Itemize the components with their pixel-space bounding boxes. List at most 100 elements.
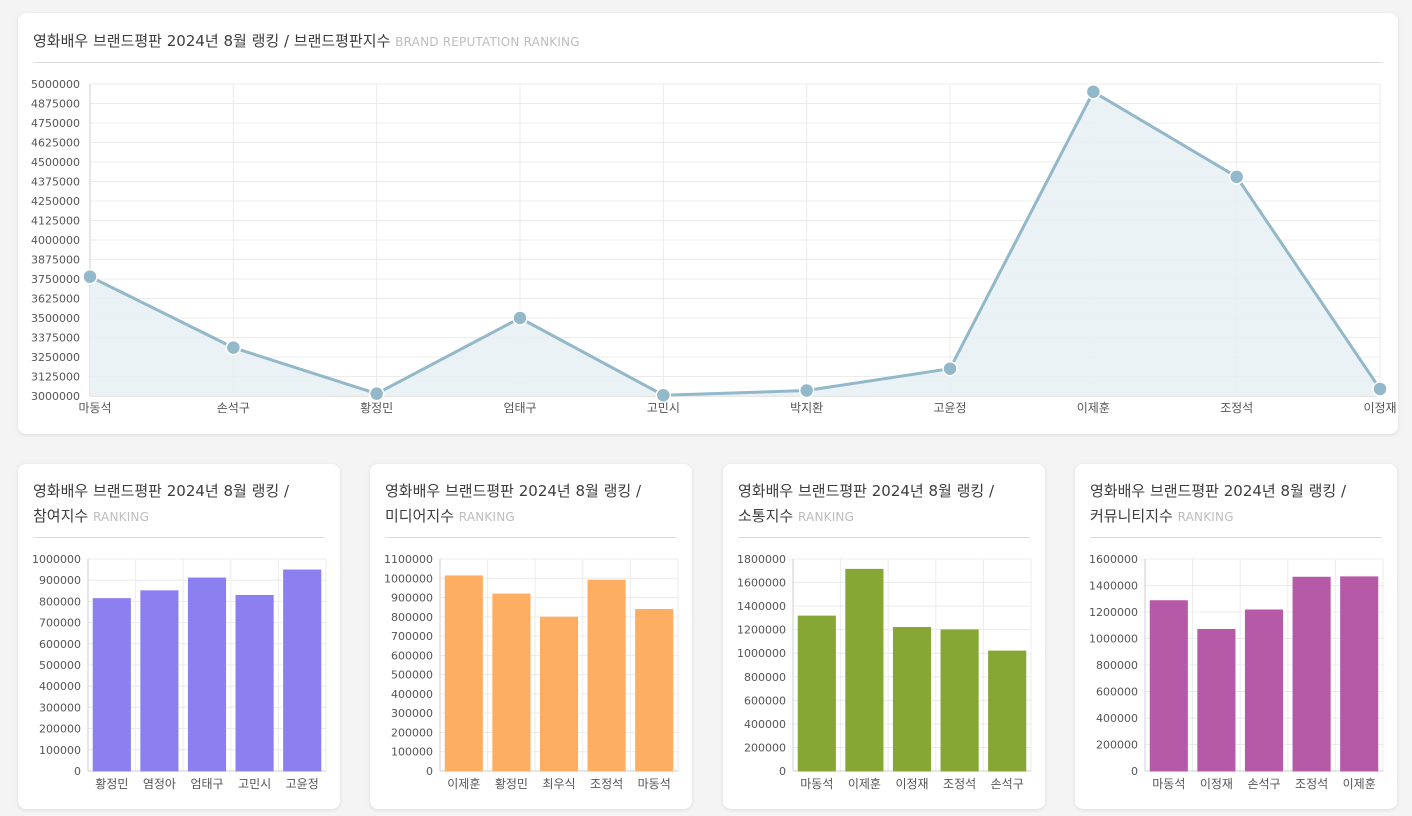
y-tick-label: 4750000: [31, 117, 80, 130]
x-tick-label: 마동석: [800, 777, 833, 791]
media-index-card: 영화배우 브랜드평판 2024년 8월 랭킹 / 미디어지수 RANKING 0…: [370, 464, 692, 809]
x-tick-label: 고윤정: [286, 777, 319, 791]
y-tick-label: 0: [74, 765, 81, 778]
card-title-line1: 영화배우 브랜드평판 2024년 8월 랭킹 /: [1090, 482, 1347, 500]
bar: [988, 650, 1027, 772]
y-tick-label: 4875000: [31, 98, 80, 111]
x-tick-label: 최우식: [542, 777, 575, 791]
y-tick-label: 300000: [39, 701, 81, 714]
card-title: 영화배우 브랜드평판 2024년 8월 랭킹 / 미디어지수 RANKING: [385, 479, 677, 538]
communication-index-card: 영화배우 브랜드평판 2024년 8월 랭킹 / 소통지수 RANKING 0 2…: [723, 464, 1045, 809]
bar: [1149, 600, 1188, 772]
y-tick-label: 800000: [744, 671, 786, 684]
y-tick-label: 200000: [39, 723, 81, 736]
y-tick-label: 700000: [391, 630, 433, 643]
y-tick-label: 200000: [744, 741, 786, 754]
community-index-card: 영화배우 브랜드평판 2024년 8월 랭킹 / 커뮤니티지수 RANKING …: [1075, 464, 1397, 809]
card-title-line1: 영화배우 브랜드평판 2024년 8월 랭킹 /: [33, 482, 290, 500]
x-tick-label: 이제훈: [1077, 401, 1110, 415]
x-tick-label: 이정재: [1200, 777, 1233, 791]
x-tick-label: 황정민: [360, 401, 393, 415]
y-tick-label: 600000: [39, 638, 81, 651]
y-tick-label: 100000: [391, 746, 433, 759]
x-tick-label: 손석구: [217, 401, 250, 415]
card-title: 영화배우 브랜드평판 2024년 8월 랭킹 / 소통지수 RANKING: [738, 479, 1030, 538]
x-tick-label: 엄태구: [190, 777, 223, 791]
card-title-line2: 참여지수: [33, 507, 89, 525]
x-tick-label: 조정석: [590, 777, 623, 791]
y-tick-label: 800000: [39, 595, 81, 608]
x-tick-label: 이제훈: [447, 777, 480, 791]
x-tick-label: 고민시: [238, 777, 271, 791]
main-chart-title: 영화배우 브랜드평판 2024년 8월 랭킹 / 브랜드평판지수 BRAND R…: [33, 29, 1383, 63]
bar: [492, 593, 531, 772]
y-tick-label: 4125000: [31, 215, 80, 228]
participation-index-card: 영화배우 브랜드평판 2024년 8월 랭킹 / 참여지수 RANKING 0 1…: [18, 464, 340, 809]
data-point: [1228, 169, 1245, 185]
y-tick-label: 1000000: [384, 572, 433, 585]
y-tick-label: 900000: [39, 574, 81, 587]
y-tick-label: 400000: [744, 718, 786, 731]
x-tick-label: 이제훈: [1343, 777, 1376, 791]
y-tick-label: 3375000: [31, 332, 80, 345]
card-title: 영화배우 브랜드평판 2024년 8월 랭킹 / 참여지수 RANKING: [33, 479, 325, 538]
x-tick-label: 고민시: [647, 401, 680, 415]
card-subtitle: RANKING: [92, 510, 150, 524]
bar: [797, 615, 836, 772]
brand-reputation-line-chart: 3000000 3125000 3250000 3375000 3500000 36250…: [31, 78, 1397, 415]
y-tick-label: 4500000: [31, 156, 80, 169]
y-tick-label: 700000: [39, 617, 81, 630]
y-tick-label: 5000000: [31, 78, 80, 91]
data-point: [942, 360, 958, 377]
y-tick-label: 600000: [744, 694, 786, 707]
bar: [892, 627, 932, 772]
bar: [1340, 576, 1379, 772]
y-tick-label: 200000: [391, 726, 433, 739]
card-subtitle: RANKING: [797, 510, 855, 524]
y-tick-label: 1200000: [1089, 606, 1138, 619]
bar: [845, 568, 884, 772]
y-tick-label: 1200000: [737, 624, 786, 637]
y-tick-label: 4250000: [31, 195, 80, 208]
x-tick-label: 손석구: [991, 777, 1024, 791]
data-point: [798, 382, 815, 399]
y-tick-label: 1100000: [384, 553, 433, 566]
participation-index-bar-chart: 0 100000 200000 300000 400000 500000 600000 700…: [32, 553, 327, 791]
bar: [1244, 609, 1284, 772]
communication-index-bar-chart: 0 200000 400000 600000 800000 1000000 1200000 1…: [737, 553, 1032, 791]
series-area: [90, 91, 1380, 397]
x-tick-label: 마동석: [638, 777, 671, 791]
card-title-line1: 영화배우 브랜드평판 2024년 8월 랭킹 /: [738, 482, 995, 500]
x-tick-label: 이제훈: [848, 777, 881, 791]
y-tick-label: 400000: [39, 680, 81, 693]
x-tick-label: 이정재: [1363, 401, 1396, 415]
y-tick-label: 600000: [1096, 686, 1138, 699]
y-tick-label: 600000: [391, 649, 433, 662]
bar: [140, 590, 179, 772]
y-tick-label: 3625000: [31, 293, 80, 306]
bar: [1197, 628, 1236, 772]
y-tick-label: 800000: [1096, 659, 1138, 672]
card-subtitle: RANKING: [458, 510, 515, 524]
y-tick-label: 1800000: [737, 553, 786, 566]
card-title-line2: 커뮤니티지수: [1090, 507, 1173, 525]
data-point: [82, 268, 98, 285]
x-tick-label: 염정아: [143, 777, 176, 791]
y-tick-label: 200000: [1096, 739, 1138, 752]
x-tick-label: 황정민: [95, 777, 128, 791]
data-point: [655, 387, 672, 403]
y-tick-label: 1400000: [737, 600, 786, 613]
x-tick-label: 조정석: [943, 777, 976, 791]
y-tick-label: 3750000: [31, 273, 80, 286]
main-chart-subtitle: BRAND REPUTATION RANKING: [395, 35, 580, 49]
y-tick-label: 4625000: [31, 137, 80, 150]
data-point: [512, 310, 528, 326]
y-tick-label: 400000: [1096, 712, 1138, 725]
y-tick-label: 100000: [39, 744, 81, 757]
y-tick-label: 1400000: [1089, 580, 1138, 593]
card-title-line2: 소통지수: [738, 507, 794, 525]
bar: [92, 598, 131, 772]
y-tick-label: 3875000: [31, 254, 80, 267]
y-tick-label: 3125000: [31, 371, 80, 384]
bar: [444, 575, 483, 772]
